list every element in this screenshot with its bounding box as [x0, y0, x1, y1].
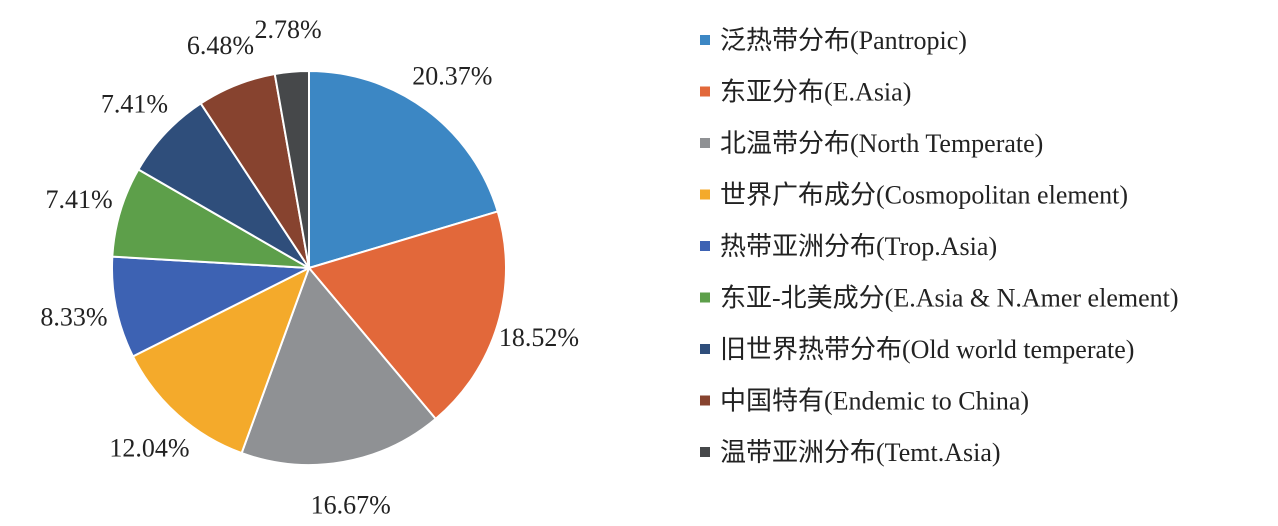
data-label-7: 7.41% — [101, 89, 168, 118]
legend-swatch-1 — [700, 35, 710, 45]
slices-layer — [110, 69, 508, 466]
data-label-9: 2.78% — [255, 15, 322, 44]
data-label-3: 16.67% — [311, 490, 391, 519]
legend-swatch-6 — [700, 292, 710, 303]
legend-swatch-5 — [700, 241, 710, 251]
pie-slice-4 — [131, 265, 311, 455]
legend-label-1: 泛热带分布(Pantropic) — [720, 26, 967, 55]
legend-swatch-3 — [700, 138, 710, 148]
pie-slice-5 — [110, 255, 313, 358]
legend-label-8: 中国特有(Endemic to China) — [720, 387, 1029, 416]
legend-swatch-8 — [700, 395, 710, 406]
legend-swatch-4 — [700, 189, 710, 200]
data-label-1: 20.37% — [412, 62, 492, 91]
data-label-8: 6.48% — [187, 31, 254, 60]
legend-swatch-9 — [700, 447, 710, 457]
legend-label-3: 北温带分布(North Temperate) — [720, 129, 1043, 158]
pie-slice-1 — [308, 69, 499, 270]
legend-swatch-7 — [700, 344, 710, 354]
legend-label-7: 旧世界热带分布(Old world temperate) — [720, 335, 1134, 364]
data-label-2: 18.52% — [499, 323, 579, 352]
legend-label-6: 东亚-北美成分(E.Asia & N.Amer element) — [720, 284, 1179, 313]
legend-label-2: 东亚分布(E.Asia) — [720, 78, 911, 107]
legend-label-4: 世界广布成分(Cosmopolitan element) — [720, 181, 1128, 210]
pie-slice-3 — [240, 266, 438, 466]
legend-label-5: 热带亚洲分布(Trop.Asia) — [720, 232, 997, 261]
pie-slice-2 — [307, 210, 508, 421]
legend-label-9: 温带亚洲分布(Temt.Asia) — [720, 438, 1001, 467]
data-label-4: 12.04% — [109, 433, 189, 462]
data-label-6: 7.41% — [46, 185, 113, 214]
data-labels-layer: 20.37% 18.52% 16.67% 12.04% 8.33% 7.41% 7.41% 6… — [40, 15, 579, 519]
legend-swatch-2 — [700, 86, 710, 97]
data-label-5: 8.33% — [40, 303, 107, 332]
legend: 泛热带分布(Pantropic) 东亚分布(E.Asia) 北温带分布(North … — [700, 26, 1179, 467]
pie-slice-9 — [273, 69, 310, 269]
